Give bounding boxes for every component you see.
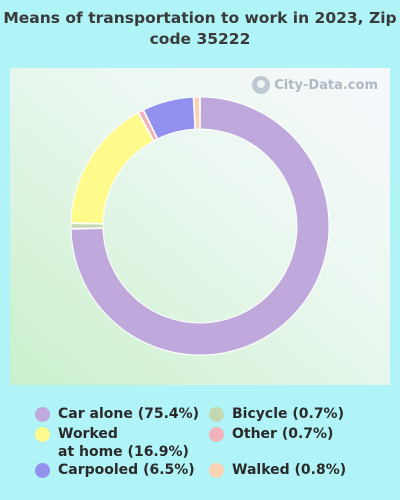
- donut-slice: [143, 96, 196, 140]
- legend-label: Walked (0.8%): [232, 462, 347, 478]
- legend-swatch: [35, 407, 50, 422]
- legend-label: Carpooled (6.5%): [58, 462, 195, 478]
- donut-slice: [70, 112, 155, 225]
- legend-item-other: Other (0.7%): [209, 425, 333, 443]
- legend-item-walked: Walked (0.8%): [209, 461, 346, 479]
- legend-swatch: [209, 463, 224, 478]
- legend-label: Bicycle (0.7%): [232, 406, 344, 422]
- legend-item-carpooled: Carpooled (6.5%): [35, 461, 195, 479]
- donut-slice: [138, 109, 158, 142]
- legend-swatch: [209, 407, 224, 422]
- legend-label: Worked at home (16.9%): [58, 426, 189, 460]
- legend-swatch: [35, 427, 50, 442]
- chart-title: Means of transportation to work in 2023,…: [3, 9, 397, 48]
- legend-label: Car alone (75.4%): [58, 406, 200, 422]
- legend-swatch: [209, 427, 224, 442]
- legend-label: Other (0.7%): [232, 426, 334, 442]
- legend-item-bicycle: Bicycle (0.7%): [209, 405, 344, 423]
- legend-item-car-alone: Car alone (75.4%): [35, 405, 199, 423]
- donut-slice: [70, 223, 104, 229]
- watermark: City-Data.com: [252, 76, 378, 94]
- legend: Car alone (75.4%) Worked at home (16.9%)…: [0, 400, 400, 500]
- watermark-text: City-Data.com: [274, 77, 378, 93]
- donut-slice: [70, 96, 330, 356]
- legend-swatch: [35, 463, 50, 478]
- donut-slice: [193, 96, 201, 130]
- legend-item-worked-at-home: Worked at home (16.9%): [35, 425, 189, 461]
- city-data-logo-icon: [252, 76, 271, 94]
